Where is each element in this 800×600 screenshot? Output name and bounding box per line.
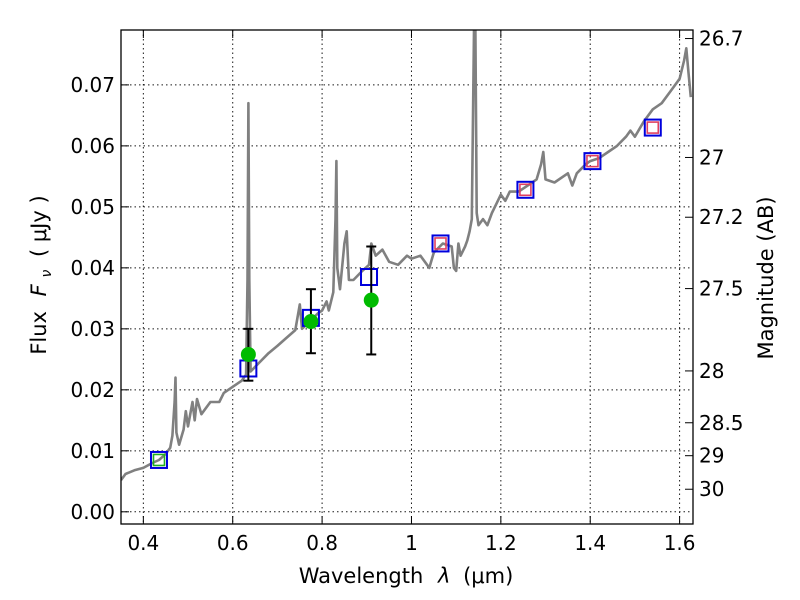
model-photometry-square bbox=[583, 152, 602, 171]
mag-tick-label: 27.5 bbox=[699, 277, 744, 301]
mag-tick-label: 28 bbox=[699, 359, 724, 383]
observed-photometry-point bbox=[240, 346, 256, 362]
mag-tick-label: 28.5 bbox=[699, 411, 744, 435]
x-tick-label: 1.4 bbox=[574, 531, 606, 555]
grid-lines bbox=[121, 30, 693, 524]
observed-photometry-square bbox=[646, 121, 660, 134]
observed-photometry-square bbox=[519, 183, 532, 197]
y-tick-label: 0.01 bbox=[70, 439, 115, 463]
x-tick-label: 1.6 bbox=[664, 531, 696, 555]
y-tick-label: 0.04 bbox=[70, 256, 115, 280]
model-photometry-square bbox=[431, 234, 450, 253]
y-tick-label: 0.05 bbox=[70, 195, 115, 219]
plot-area bbox=[121, 30, 693, 481]
observed-photometry-point bbox=[363, 292, 379, 308]
x-axis-label-text: Wavelength bbox=[299, 564, 424, 588]
y-tick-label: 0.00 bbox=[70, 500, 115, 524]
mag-tick-label: 27.2 bbox=[699, 205, 744, 229]
observed-photometry-square bbox=[586, 154, 599, 168]
y-axis-label-text: Flux bbox=[27, 311, 51, 355]
x-tick-label: 0.8 bbox=[306, 531, 338, 555]
observed-photometry-square bbox=[434, 237, 447, 250]
right-axis-label: Magnitude (AB) bbox=[754, 196, 778, 359]
observed-photometry-square bbox=[152, 453, 166, 467]
y-tick-label: 0.07 bbox=[70, 73, 115, 97]
mag-tick-label: 29 bbox=[699, 444, 724, 468]
x-tick-label: 0.4 bbox=[127, 531, 159, 555]
x-tick-label: 1 bbox=[405, 531, 418, 555]
plot-frame bbox=[120, 29, 694, 525]
plot-clipped-group bbox=[121, 30, 693, 481]
y-tick-label: 0.03 bbox=[70, 317, 115, 341]
y-tick-label: 0.02 bbox=[70, 378, 115, 402]
axis-ticks: 0.4 0.6 0.8 1 1.2 1.4 1.6 0.00 0.01 0.02 0.03 0.04 0… bbox=[70, 27, 743, 555]
mag-tick-label: 30 bbox=[699, 477, 724, 501]
mag-tick-label: 26.7 bbox=[699, 27, 744, 51]
x-axis-label-unit: (μm) bbox=[463, 564, 513, 588]
mag-tick-label: 27 bbox=[699, 145, 724, 169]
x-tick-label: 1.2 bbox=[485, 531, 517, 555]
y-axis-label: Flux F ν ( μJy ) bbox=[27, 195, 56, 354]
y-axis-label-unit: ( μJy ) bbox=[27, 195, 51, 257]
model-photometry-square bbox=[643, 118, 662, 137]
model-photometry-square bbox=[149, 450, 168, 469]
observed-photometry-point bbox=[303, 314, 319, 330]
y-axis-label-var: F bbox=[27, 283, 51, 296]
x-tick-label: 0.6 bbox=[217, 531, 249, 555]
spectrum-line bbox=[121, 30, 693, 481]
y-tick-label: 0.06 bbox=[70, 134, 115, 158]
model-photometry-square bbox=[360, 268, 379, 286]
y-axis-label-sub: ν bbox=[39, 270, 55, 278]
model-photometry-square bbox=[516, 180, 535, 199]
x-axis-label: Wavelength λ (μm) bbox=[299, 564, 514, 588]
x-axis-label-var: λ bbox=[437, 564, 450, 588]
